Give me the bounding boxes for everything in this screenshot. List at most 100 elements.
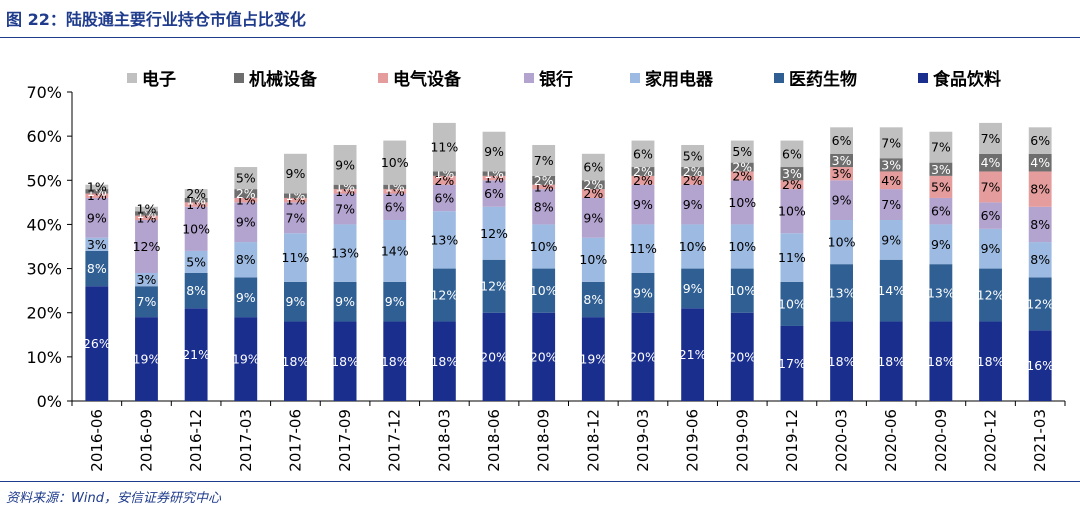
bar-segment [482,259,506,313]
data-label: 12% [430,288,458,303]
bar-segment [979,171,1002,203]
data-label: 1% [137,210,157,225]
y-tick-label: 40% [26,215,62,234]
legend-swatch [630,72,640,83]
bar-segment [383,189,407,194]
figure-title: 图 22：陆股通主要行业持仓市值占比变化 [6,10,306,29]
data-label: 12% [480,279,508,294]
data-label: 12% [133,239,161,254]
x-tick-label: 2016-09 [137,409,155,472]
legend-label: 食品饮料 [933,70,1001,90]
data-label: 2% [732,168,752,183]
bar-segment [631,184,655,225]
data-label: 14% [877,283,905,298]
data-label: 10% [728,239,756,254]
bar-segment [581,281,605,318]
bar-segment [681,268,705,309]
data-label: 13% [828,285,856,300]
data-label: 4% [981,155,1001,170]
data-label: 1% [87,184,107,199]
data-label: 1% [87,179,107,194]
bar-segment [631,140,655,168]
bar-segment [830,167,853,181]
data-label: 5% [732,144,752,159]
x-tick-label: 2016-12 [187,409,205,472]
data-label: 9% [633,197,653,212]
bar-segment [432,175,456,185]
legend-item-machinery: 机械设备 [234,65,317,90]
y-tick-label: 50% [26,171,62,190]
data-label: 9% [583,210,603,225]
data-label: 6% [385,199,405,214]
data-label: 9% [335,157,355,172]
bar-segment [234,197,258,203]
bar-segment [482,175,506,181]
data-label: 9% [286,294,306,309]
bar-segment [482,131,506,172]
data-label: 19% [133,352,161,367]
bar-segment [184,197,208,203]
bar-segment [681,184,705,225]
bar-segment [730,162,754,172]
bar-segment [532,175,556,185]
y-tick-label: 20% [26,304,62,323]
bar-segment [879,127,903,159]
legend-swatch [524,72,534,83]
data-label: 19% [579,352,607,367]
legend-item-electronics: 电子 [127,65,176,90]
bar-segment [482,312,506,401]
data-label: 7% [335,201,355,216]
data-label: 9% [981,241,1001,256]
x-tick-label: 2020-09 [932,409,950,472]
bar-segment [929,197,953,225]
bar-segment [432,171,456,176]
bar-segment [780,281,804,326]
x-tick-label: 2020-06 [882,409,900,472]
bar-segment [830,321,853,401]
data-label: 6% [782,146,802,161]
bar-segment [681,224,705,269]
bar-segment [581,237,605,282]
data-label: 1% [186,197,206,212]
bar-segment [780,325,804,401]
data-label: 3% [832,166,852,181]
data-label: 11% [629,241,657,256]
data-label: 2% [633,173,653,188]
bar-segment [929,131,953,163]
chart-legend: 电子 机械设备 电气设备 银行 家用电器 医药生物 食品饮料 [0,65,1080,90]
data-label: 6% [1030,133,1050,148]
bar-segment [581,197,605,238]
bar-segment [979,202,1002,229]
bar-segment [979,122,1002,154]
data-label: 1% [137,206,157,221]
data-label: 5% [931,179,951,194]
bar-segment [1028,153,1052,172]
data-label: 10% [728,195,756,210]
data-label: 8% [1030,252,1050,267]
bar-segment [631,175,655,185]
bar-segment [929,321,953,401]
bar-segment [234,242,258,278]
data-label: 10% [828,235,856,250]
data-label: 3% [137,272,157,287]
data-label: 9% [881,232,901,247]
bar-segment [581,189,605,198]
bar-segment [879,220,903,260]
data-label: 18% [977,354,1005,369]
data-label: 1% [335,179,355,194]
bar-segment [184,308,208,401]
data-label: 11% [282,250,310,265]
bar-segment [85,197,109,238]
x-tick-label: 2017-12 [386,409,404,472]
bar-segment [979,228,1002,269]
bar-segment [830,153,853,168]
data-label: 1% [87,188,107,203]
bar-segment [284,202,307,234]
x-tick-label: 2019-12 [783,409,801,472]
data-label: 1% [484,171,504,186]
data-label: 12% [480,226,508,241]
data-label: 6% [484,186,504,201]
bar-segment [681,175,705,185]
data-label: 7% [981,131,1001,146]
bar-segment [681,308,705,401]
